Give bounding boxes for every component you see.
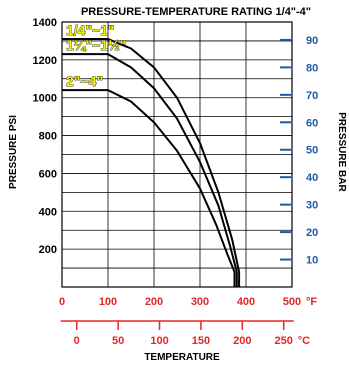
f-tick-label: 0: [59, 296, 65, 308]
bar-tick-label: 80: [306, 62, 318, 74]
c-tick-label: 0: [74, 335, 80, 347]
chart-title: PRESSURE-TEMPERATURE RATING 1/4"-4": [81, 6, 311, 18]
y-tick-label: 800: [39, 131, 57, 143]
y-tick-label: 600: [39, 168, 57, 180]
x-axis-celsius-ticks: 0 50 100 150 200 250 °C: [60, 320, 310, 347]
series-label-3: 2"~4": [66, 73, 103, 89]
series-lines: [62, 38, 241, 287]
y-tick-label: 1000: [33, 93, 57, 105]
f-unit-label: °F: [306, 296, 317, 308]
series-label-2: 1¼"~1½": [66, 37, 126, 53]
series-line-1: [62, 38, 241, 287]
c-tick-label: 250: [275, 335, 293, 347]
bar-tick-label: 70: [306, 90, 318, 102]
plot-frame: [61, 21, 293, 288]
f-tick-label: 500: [283, 296, 301, 308]
y-axis-psi-ticks: 200 400 600 800 1000 1200 1400: [33, 17, 57, 256]
y-tick-label: 400: [39, 206, 57, 218]
bar-tick-label: 40: [306, 172, 318, 184]
bar-tick-label: 50: [306, 145, 318, 157]
y-axis-bar-ticks: 10 20 30 40 50 60 70 80 90: [280, 35, 318, 267]
f-tick-label: 400: [237, 296, 255, 308]
grid: [62, 22, 292, 287]
series-line-3: [62, 89, 236, 287]
y-axis-title-right: PRESSURE BAR: [336, 112, 347, 192]
x-axis-fahrenheit-ticks: 0 100 200 300 400 500 °F: [59, 296, 317, 308]
bar-tick-label: 90: [306, 35, 318, 47]
bar-tick-label: 30: [306, 200, 318, 212]
c-tick-label: 100: [150, 335, 168, 347]
y-tick-label: 1400: [33, 17, 57, 29]
f-tick-label: 100: [99, 296, 117, 308]
series-line-2: [62, 53, 238, 287]
c-tick-label: 200: [233, 335, 251, 347]
f-tick-label: 200: [145, 296, 163, 308]
y-axis-title-left: PRESSURE PSI: [8, 115, 19, 189]
plot-border: [61, 21, 293, 288]
series-label-1: 1/4"~1": [66, 22, 115, 38]
x-axis-title: TEMPERATURE: [144, 352, 220, 363]
y-tick-label: 1200: [33, 55, 57, 67]
c-tick-label: 150: [192, 335, 210, 347]
series-labels: 1/4"~1"1¼"~1½" 2"~4": [66, 22, 127, 90]
c-unit-label: °C: [298, 335, 310, 347]
f-tick-label: 300: [191, 296, 209, 308]
bar-tick-label: 20: [306, 227, 318, 239]
bar-tick-label: 10: [306, 255, 318, 267]
bar-tick-label: 60: [306, 117, 318, 129]
y-tick-label: 200: [39, 244, 57, 256]
c-tick-label: 50: [112, 335, 124, 347]
